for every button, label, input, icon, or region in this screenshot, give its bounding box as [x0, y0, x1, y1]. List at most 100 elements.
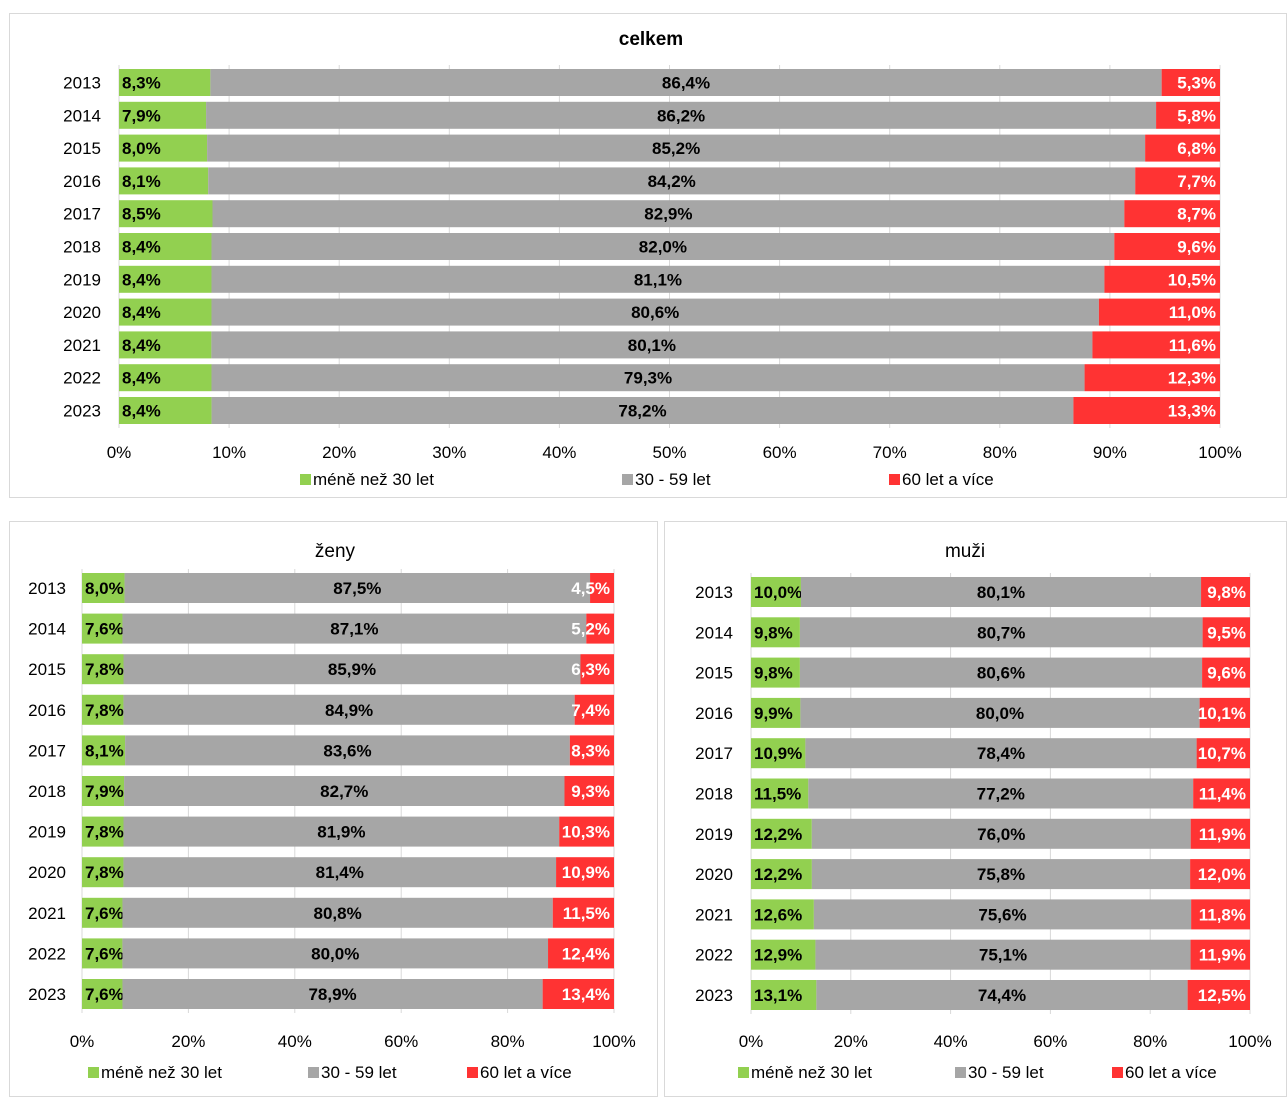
y-category-label: 2017: [28, 741, 66, 760]
data-label: 10,7%: [1198, 744, 1246, 763]
bar-segment: [799, 657, 1203, 688]
data-label: 6,8%: [1177, 139, 1216, 158]
bar-segment: [82, 735, 126, 766]
bar-segment: [119, 200, 213, 228]
legend-label: méně než 30 let: [313, 470, 434, 489]
bar-segment: [119, 298, 212, 326]
bar-segment: [751, 577, 801, 607]
data-label: 75,6%: [978, 905, 1026, 924]
bar-segment: [82, 979, 123, 1009]
bar-segment: [82, 897, 123, 928]
data-label: 7,6%: [85, 620, 124, 639]
bar-segment: [119, 397, 212, 424]
bar-segment: [124, 573, 591, 603]
data-label: 7,8%: [85, 823, 124, 842]
data-label: 13,1%: [754, 986, 802, 1005]
legend-label: 30 - 59 let: [635, 470, 711, 489]
y-category-label: 2014: [28, 620, 66, 639]
y-category-label: 2020: [28, 863, 66, 882]
bar-segment: [1202, 617, 1250, 648]
data-label: 79,3%: [624, 369, 672, 388]
bar-segment: [751, 980, 817, 1010]
legend-swatch: [738, 1067, 749, 1078]
data-label: 86,4%: [662, 74, 710, 93]
legend-swatch: [889, 474, 900, 485]
data-label: 80,6%: [977, 664, 1025, 683]
y-category-label: 2018: [28, 782, 66, 801]
data-label: 82,7%: [320, 782, 368, 801]
data-label: 80,1%: [977, 583, 1025, 602]
bar-segment: [82, 816, 124, 847]
y-category-label: 2015: [63, 139, 101, 158]
data-label: 78,2%: [618, 402, 666, 421]
x-tick-label: 100%: [1228, 1032, 1271, 1051]
data-label: 7,7%: [1177, 172, 1216, 191]
data-label: 87,5%: [333, 579, 381, 598]
bar-segment: [207, 134, 1146, 162]
bar-segment: [1084, 364, 1220, 392]
legend-swatch: [1112, 1067, 1123, 1078]
bar-segment: [211, 233, 1115, 260]
y-category-label: 2023: [63, 402, 101, 421]
bar-segment: [212, 200, 1125, 228]
x-tick-label: 10%: [212, 443, 246, 462]
data-label: 81,9%: [317, 823, 365, 842]
bar-segment: [122, 897, 553, 928]
bar-segment: [751, 859, 812, 890]
chart-panel-celkem: celkem 0% 10% 20% 30% 40% 50% 60% 70% 80% 90% 100% 2…: [9, 13, 1287, 498]
bar-segment: [1187, 980, 1250, 1010]
bar-segment: [1104, 265, 1220, 293]
data-label: 10,9%: [562, 863, 610, 882]
y-category-label: 2018: [695, 785, 733, 804]
data-label: 84,2%: [648, 172, 696, 191]
bar-segment: [123, 654, 581, 685]
chart-title: muži: [945, 541, 985, 562]
x-tick-label: 30%: [432, 443, 466, 462]
data-label: 74,4%: [978, 986, 1026, 1005]
y-category-label: 2021: [28, 904, 66, 923]
data-label: 8,4%: [122, 402, 161, 421]
x-tick-label: 20%: [171, 1032, 205, 1051]
x-tick-label: 60%: [384, 1032, 418, 1051]
x-tick-label: 60%: [1033, 1032, 1067, 1051]
data-label: 10,9%: [754, 744, 802, 763]
bar-segment: [559, 816, 614, 847]
x-tick-label: 70%: [873, 443, 907, 462]
data-label: 12,2%: [754, 865, 802, 884]
data-label: 8,1%: [122, 172, 161, 191]
legend-swatch: [467, 1067, 478, 1078]
data-label: 8,1%: [85, 741, 124, 760]
bar-segment: [1073, 397, 1220, 424]
data-label: 13,4%: [562, 985, 610, 1004]
bar-segment: [122, 979, 543, 1009]
bar-segment: [1092, 331, 1220, 359]
bar-segment: [751, 617, 800, 648]
bar-segment: [564, 776, 614, 806]
bar-segment: [1201, 577, 1250, 607]
bar-segment: [206, 101, 1157, 129]
data-label: 8,0%: [122, 139, 161, 158]
data-label: 11,8%: [1199, 905, 1246, 924]
bar-segment: [808, 778, 1194, 809]
bar-segment: [211, 331, 1093, 359]
y-category-label: 2013: [63, 74, 101, 93]
data-label: 82,0%: [639, 238, 687, 257]
data-label: 5,8%: [1177, 106, 1216, 125]
data-label: 7,8%: [85, 660, 124, 679]
x-tick-label: 40%: [542, 443, 576, 462]
bar-segment: [542, 979, 614, 1009]
data-label: 8,7%: [1177, 205, 1216, 224]
x-tick-label: 0%: [107, 443, 132, 462]
y-category-label: 2015: [28, 660, 66, 679]
x-tick-label: 80%: [983, 443, 1017, 462]
data-label: 13,3%: [1168, 402, 1216, 421]
data-label: 8,5%: [122, 205, 161, 224]
bar-segment: [1135, 167, 1220, 195]
data-label: 11,9%: [1199, 825, 1246, 844]
legend-label: 30 - 59 let: [968, 1063, 1044, 1082]
data-label: 9,3%: [571, 782, 610, 801]
data-label: 12,4%: [562, 944, 610, 963]
data-label: 12,3%: [1168, 369, 1216, 388]
data-label: 11,0%: [1169, 303, 1216, 322]
data-label: 5,3%: [1177, 74, 1216, 93]
